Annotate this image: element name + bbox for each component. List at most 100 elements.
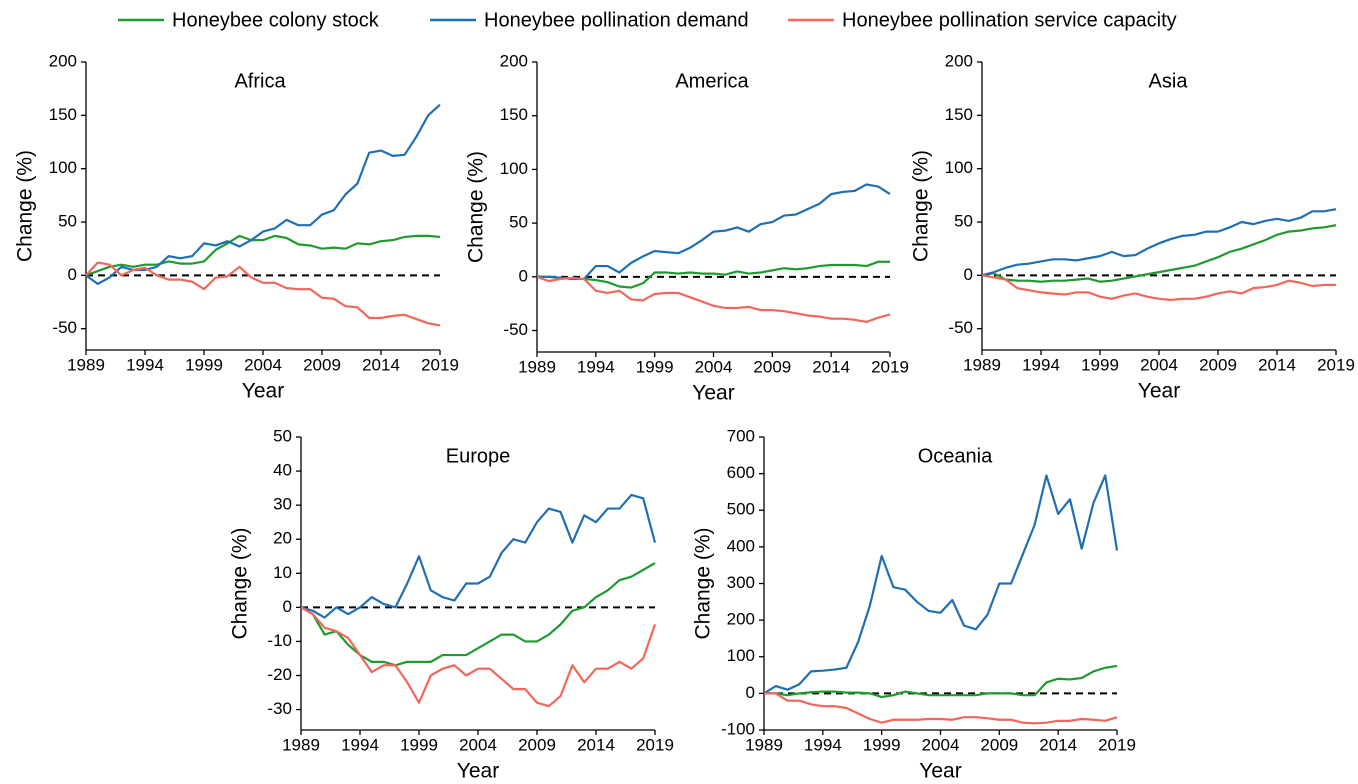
y-tick-label: 0 (519, 266, 528, 285)
y-tick-label: 600 (727, 463, 755, 482)
panel-title: Africa (234, 70, 286, 92)
x-tick-label: 1989 (282, 735, 320, 754)
x-tick-label: 2009 (753, 357, 791, 376)
y-tick-label: 200 (49, 51, 77, 70)
y-tick-label: 30 (273, 495, 292, 514)
y-tick-label: 100 (945, 158, 973, 177)
y-tick-label: -50 (52, 318, 77, 337)
x-tick-label: 1989 (67, 355, 105, 374)
series-line (763, 474, 1119, 695)
y-tick-label: -50 (948, 318, 973, 337)
series-line (764, 692, 1118, 725)
x-tick-label: 1999 (400, 735, 438, 754)
x-tick-label: 2019 (1098, 735, 1136, 754)
series-line (85, 261, 441, 327)
x-tick-label: 1994 (1022, 355, 1060, 374)
x-tick-label: 2014 (1039, 735, 1077, 754)
x-tick-label: 2009 (518, 735, 556, 754)
x-axis-label: Year (1138, 380, 1180, 403)
x-tick-label: 2009 (1199, 355, 1237, 374)
y-tick-label: 400 (727, 536, 755, 555)
y-tick-label: 150 (945, 105, 973, 124)
y-axis-label: Change (%) (14, 150, 37, 262)
y-tick-label: 200 (727, 610, 755, 629)
series-line (300, 562, 656, 667)
y-tick-label: 150 (500, 105, 528, 124)
series-line (981, 224, 1337, 283)
series-line (536, 275, 891, 324)
y-tick-label: 300 (727, 573, 755, 592)
x-tick-label: 2004 (244, 355, 282, 374)
x-tick-label: 2004 (459, 735, 497, 754)
x-tick-label: 1989 (745, 735, 783, 754)
series-line (981, 208, 1337, 277)
x-tick-label: 1994 (804, 735, 842, 754)
x-tick-label: 1999 (863, 735, 901, 754)
series-line (85, 234, 441, 277)
panel-title: Europe (446, 445, 511, 467)
x-tick-label: 2019 (1317, 355, 1355, 374)
y-axis-label: Change (%) (465, 151, 488, 263)
y-axis-label: Change (%) (229, 527, 252, 639)
x-tick-label: 2009 (980, 735, 1018, 754)
series-line (981, 274, 1336, 301)
series-line (537, 260, 890, 289)
x-tick-label: 1994 (341, 735, 379, 754)
y-tick-label: 700 (727, 426, 755, 445)
x-axis-label: Year (919, 760, 961, 783)
x-tick-label: 2009 (303, 355, 341, 374)
y-tick-label: 50 (58, 211, 77, 230)
y-tick-label: 200 (500, 51, 528, 70)
y-tick-label: 200 (945, 51, 973, 70)
y-tick-label: 0 (68, 265, 77, 284)
x-axis-label: Year (457, 760, 499, 783)
y-axis-label: Change (%) (910, 150, 933, 262)
legend-label: Honeybee colony stock (172, 9, 380, 31)
panel-title: America (675, 70, 749, 92)
series-line (85, 103, 441, 285)
x-tick-label: 2014 (577, 735, 615, 754)
legend-label: Honeybee pollination demand (484, 9, 749, 31)
y-tick-label: -50 (503, 320, 528, 339)
x-tick-label: 1994 (577, 357, 615, 376)
x-tick-label: 2004 (1140, 355, 1178, 374)
x-tick-label: 2014 (812, 357, 850, 376)
series-line (300, 606, 657, 708)
y-tick-label: 20 (273, 529, 292, 548)
y-tick-label: 10 (273, 563, 292, 582)
y-axis-label: Change (%) (692, 527, 715, 639)
x-tick-label: 2014 (362, 355, 400, 374)
x-tick-label: 1989 (518, 357, 556, 376)
y-tick-label: 40 (273, 461, 292, 480)
x-tick-label: 1999 (636, 357, 674, 376)
x-axis-label: Year (242, 380, 284, 403)
y-tick-label: -20 (267, 665, 292, 684)
y-tick-label: 0 (283, 597, 292, 616)
y-tick-label: 0 (964, 265, 973, 284)
panel-title: Oceania (918, 445, 993, 467)
y-tick-label: -30 (267, 699, 292, 718)
y-tick-label: -100 (721, 719, 755, 738)
x-tick-label: 1989 (963, 355, 1001, 374)
x-tick-label: 1994 (126, 355, 164, 374)
y-tick-label: 500 (727, 500, 755, 519)
x-tick-label: 2019 (636, 735, 674, 754)
x-axis-label: Year (692, 382, 734, 405)
legend-label: Honeybee pollination service capacity (842, 9, 1177, 31)
series-line (764, 664, 1118, 699)
series-line (300, 493, 657, 619)
y-tick-label: 150 (49, 105, 77, 124)
y-tick-label: 100 (500, 159, 528, 178)
y-tick-label: 100 (49, 158, 77, 177)
y-tick-label: 50 (509, 213, 528, 232)
x-tick-label: 2019 (421, 355, 459, 374)
x-tick-label: 2004 (695, 357, 733, 376)
x-tick-label: 2019 (871, 357, 909, 376)
y-tick-label: -10 (267, 631, 292, 650)
panel-title: Asia (1149, 70, 1189, 92)
y-tick-label: 0 (746, 683, 755, 702)
y-tick-label: 50 (273, 426, 292, 445)
y-tick-label: 100 (727, 646, 755, 665)
x-tick-label: 1999 (1081, 355, 1119, 374)
